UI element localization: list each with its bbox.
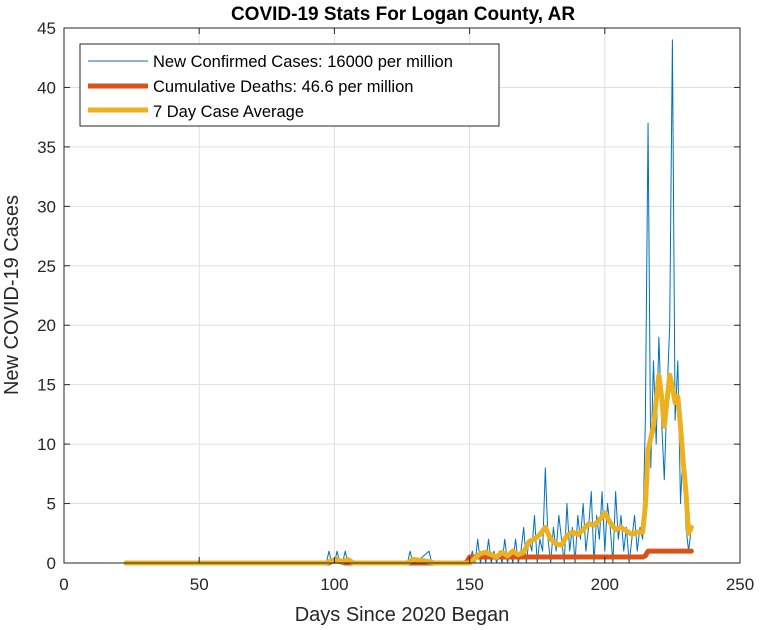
legend: New Confirmed Cases: 16000 per million C… [79, 43, 500, 127]
y-tick-label: 0 [47, 554, 56, 573]
legend-label-cumulative-deaths: Cumulative Deaths: 46.6 per million [153, 78, 413, 96]
legend-label-case-average: 7 Day Case Average [153, 103, 304, 121]
y-tick-label: 10 [37, 435, 56, 454]
chart-title: COVID-19 Stats For Logan County, AR [231, 4, 575, 25]
y-tick-label: 45 [37, 19, 56, 38]
y-tick-label: 5 [47, 495, 56, 514]
plot-frame [63, 27, 741, 564]
x-tick-label: 100 [320, 575, 348, 594]
x-tick-label: 0 [59, 575, 68, 594]
y-tick-labels: 0 5 10 15 20 25 30 35 40 45 [37, 19, 56, 573]
x-tick-label: 200 [591, 575, 619, 594]
y-tick-label: 25 [37, 257, 56, 276]
y-tick-label: 15 [37, 376, 56, 395]
x-tick-labels: 0 50 100 150 200 250 [59, 575, 754, 594]
legend-box [79, 43, 500, 127]
y-tick-label: 35 [37, 138, 56, 157]
x-tick-label: 50 [190, 575, 209, 594]
y-axis-label: New COVID-19 Cases [1, 195, 23, 395]
y-tick-label: 40 [37, 78, 56, 97]
y-tick-label: 20 [37, 316, 56, 335]
legend-label-new-cases: New Confirmed Cases: 16000 per million [153, 53, 453, 71]
x-axis-label: Days Since 2020 Began [295, 604, 510, 626]
axis-ticks [63, 27, 741, 564]
x-tick-label: 250 [726, 575, 754, 594]
y-tick-label: 30 [37, 197, 56, 216]
x-tick-label: 150 [455, 575, 483, 594]
